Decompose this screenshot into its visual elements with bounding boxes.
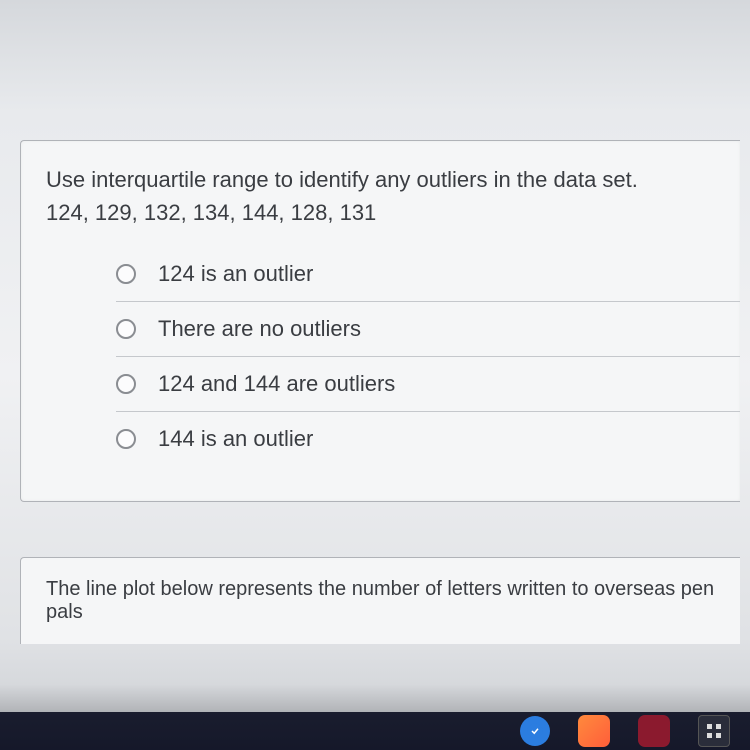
taskbar-app-icon[interactable] bbox=[638, 715, 670, 747]
option-row-3[interactable]: 144 is an outlier bbox=[116, 412, 740, 466]
option-label-2: 124 and 144 are outliers bbox=[158, 371, 395, 397]
radio-icon[interactable] bbox=[116, 264, 136, 284]
next-question-text: The line plot below represents the numbe… bbox=[46, 578, 715, 624]
option-label-1: There are no outliers bbox=[158, 316, 361, 342]
shadow-gradient bbox=[0, 684, 750, 712]
radio-icon[interactable] bbox=[116, 429, 136, 449]
radio-icon[interactable] bbox=[116, 374, 136, 394]
taskbar-app-icon[interactable] bbox=[578, 715, 610, 747]
quiz-screen: Use interquartile range to identify any … bbox=[0, 0, 750, 644]
question-prompt: Use interquartile range to identify any … bbox=[21, 163, 740, 247]
option-row-2[interactable]: 124 and 144 are outliers bbox=[116, 357, 740, 412]
prompt-line-2: 124, 129, 132, 134, 144, 128, 131 bbox=[46, 196, 715, 229]
option-label-0: 124 is an outlier bbox=[158, 261, 313, 287]
taskbar bbox=[0, 712, 750, 750]
option-row-0[interactable]: 124 is an outlier bbox=[116, 247, 740, 302]
next-question-card: The line plot below represents the numbe… bbox=[20, 557, 740, 644]
taskbar-app-icon[interactable] bbox=[520, 716, 550, 746]
option-row-1[interactable]: There are no outliers bbox=[116, 302, 740, 357]
options-list: 124 is an outlier There are no outliers … bbox=[21, 247, 740, 466]
taskbar-app-icon[interactable] bbox=[698, 715, 730, 747]
question-card: Use interquartile range to identify any … bbox=[20, 140, 740, 502]
radio-icon[interactable] bbox=[116, 319, 136, 339]
option-label-3: 144 is an outlier bbox=[158, 426, 313, 452]
prompt-line-1: Use interquartile range to identify any … bbox=[46, 163, 715, 196]
